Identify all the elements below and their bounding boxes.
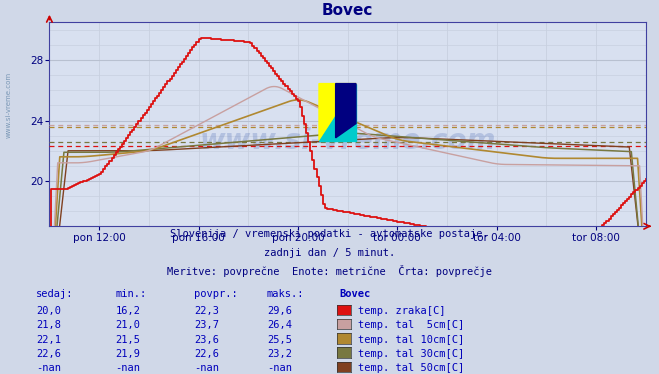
Text: 22,6: 22,6 [36, 349, 61, 359]
Text: -nan: -nan [115, 363, 140, 373]
Text: temp. zraka[C]: temp. zraka[C] [358, 306, 445, 316]
Text: 16,2: 16,2 [115, 306, 140, 316]
Text: 21,5: 21,5 [115, 335, 140, 344]
Text: 23,7: 23,7 [194, 321, 219, 330]
Text: 23,2: 23,2 [267, 349, 292, 359]
Text: 29,6: 29,6 [267, 306, 292, 316]
Title: Bovec: Bovec [322, 3, 373, 18]
Text: min.:: min.: [115, 289, 146, 299]
Text: www.si-vreme.com: www.si-vreme.com [200, 127, 496, 155]
Polygon shape [319, 84, 356, 141]
Text: 21,0: 21,0 [115, 321, 140, 330]
Text: maks.:: maks.: [267, 289, 304, 299]
Text: -nan: -nan [194, 363, 219, 373]
Text: zadnji dan / 5 minut.: zadnji dan / 5 minut. [264, 248, 395, 258]
Text: sedaj:: sedaj: [36, 289, 74, 299]
Polygon shape [335, 84, 356, 138]
Text: -nan: -nan [267, 363, 292, 373]
Text: 22,1: 22,1 [36, 335, 61, 344]
Text: 23,6: 23,6 [194, 335, 219, 344]
Text: 25,5: 25,5 [267, 335, 292, 344]
Text: 22,3: 22,3 [194, 306, 219, 316]
Text: Meritve: povprečne  Enote: metrične  Črta: povprečje: Meritve: povprečne Enote: metrične Črta:… [167, 265, 492, 277]
Text: -nan: -nan [36, 363, 61, 373]
Text: povpr.:: povpr.: [194, 289, 238, 299]
Text: 26,4: 26,4 [267, 321, 292, 330]
Text: 21,8: 21,8 [36, 321, 61, 330]
Text: 21,9: 21,9 [115, 349, 140, 359]
Text: temp. tal 30cm[C]: temp. tal 30cm[C] [358, 349, 464, 359]
Text: www.si-vreme.com: www.si-vreme.com [5, 72, 12, 138]
Text: temp. tal 10cm[C]: temp. tal 10cm[C] [358, 335, 464, 344]
Text: temp. tal  5cm[C]: temp. tal 5cm[C] [358, 321, 464, 330]
Text: temp. tal 50cm[C]: temp. tal 50cm[C] [358, 363, 464, 373]
Text: 20,0: 20,0 [36, 306, 61, 316]
Text: 22,6: 22,6 [194, 349, 219, 359]
Text: Slovenija / vremenski podatki - avtomatske postaje.: Slovenija / vremenski podatki - avtomats… [170, 230, 489, 239]
Polygon shape [319, 84, 356, 141]
Text: Bovec: Bovec [339, 289, 370, 299]
